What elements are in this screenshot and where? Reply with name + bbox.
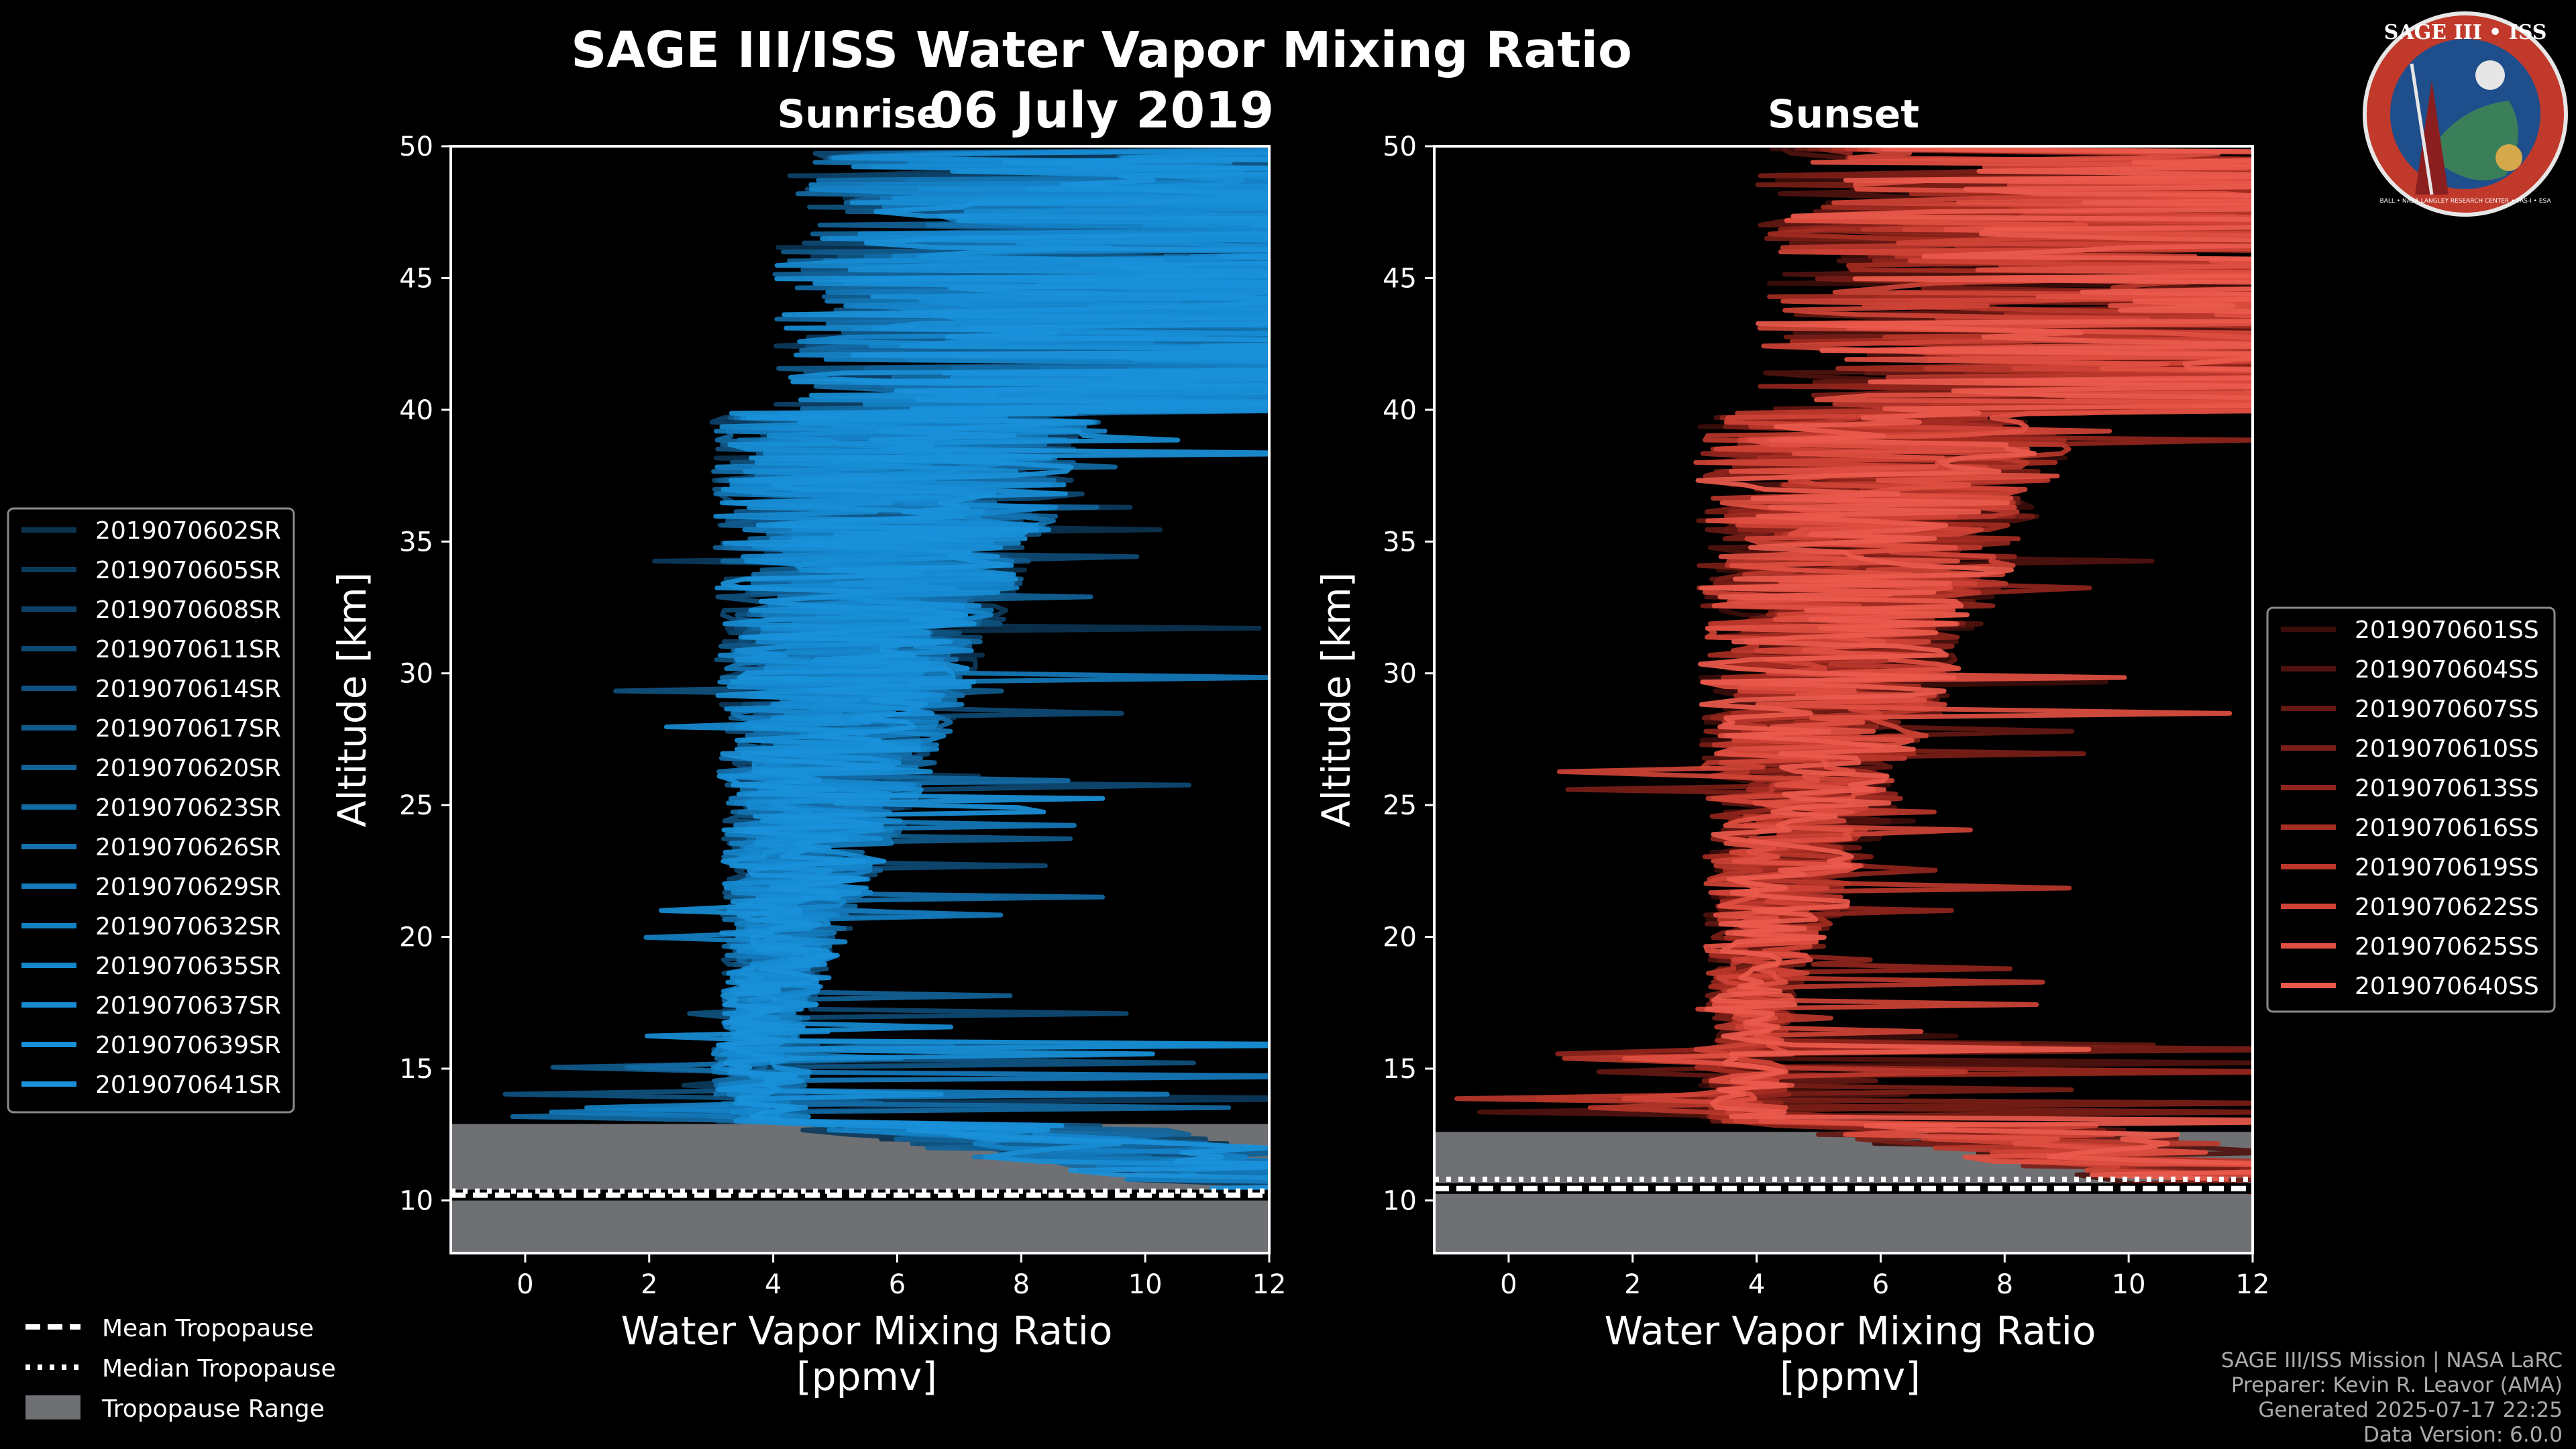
legend-label-2019070640SS: 2019070640SS xyxy=(2355,973,2539,1000)
x-tick-label: 8 xyxy=(1013,1269,1030,1300)
sunset-legend-box xyxy=(2266,606,2556,1013)
logo-top-text: SAGE III • ISS xyxy=(2384,21,2547,44)
legend-label-2019070607SS: 2019070607SS xyxy=(2355,696,2539,723)
x-tick-label: 0 xyxy=(1500,1269,1517,1300)
legend-label-2019070605SR: 2019070605SR xyxy=(95,557,281,584)
logo-earth-icon xyxy=(2428,101,2518,180)
x-tick-label: 12 xyxy=(1252,1269,1287,1300)
y-tick-label: 45 xyxy=(399,263,433,294)
x-axis-label: Water Vapor Mixing Ratio xyxy=(1605,1308,2096,1354)
plot-frame xyxy=(449,145,1271,1254)
profile-line-2019070641SR xyxy=(716,157,1269,1192)
x-tick-label: 0 xyxy=(517,1269,533,1300)
logo-figure-icon xyxy=(2415,80,2449,195)
legend-label-2019070613SS: 2019070613SS xyxy=(2355,775,2539,802)
median-tropopause-label: Median Tropopause xyxy=(102,1355,336,1383)
y-tick-label: 10 xyxy=(1383,1185,1417,1216)
x-tick-label: 6 xyxy=(1872,1269,1889,1300)
y-axis-label: Altitude [km] xyxy=(1313,572,1359,827)
legend-label-2019070617SR: 2019070617SR xyxy=(95,715,281,743)
x-tick-label: 4 xyxy=(1748,1269,1765,1300)
legend-label-2019070635SR: 2019070635SR xyxy=(95,953,281,980)
plot-content xyxy=(1434,146,2253,1253)
legend-label-2019070637SR: 2019070637SR xyxy=(95,992,281,1020)
sunset-panel: 0 2 4 6 8 10 12 10 15 20 25 30 35 40 45 50 Water Vapor M… xyxy=(1313,131,2270,1399)
logo-moon-icon xyxy=(2475,60,2505,90)
sage-logo: SAGE III • ISS BALL • NASA LANGLEY RESEA… xyxy=(2363,11,2568,217)
legend-label-2019070620SR: 2019070620SR xyxy=(95,755,281,782)
x-tick-label: 12 xyxy=(2236,1269,2270,1300)
x-tick-label: 2 xyxy=(1624,1269,1641,1300)
legend-label-2019070626SR: 2019070626SR xyxy=(95,834,281,861)
legend-label-2019070641SR: 2019070641SR xyxy=(95,1071,281,1099)
mean-tropopause-label: Mean Tropopause xyxy=(102,1315,314,1342)
plot-frame xyxy=(1433,145,2254,1254)
x-tick-label: 2 xyxy=(641,1269,657,1300)
panel-title-sunrise: Sunrise xyxy=(777,91,943,137)
legend-label-2019070616SS: 2019070616SS xyxy=(2355,814,2539,842)
legend-label-2019070625SS: 2019070625SS xyxy=(2355,933,2539,961)
tropopause-range-swatch xyxy=(25,1395,80,1419)
y-tick-label: 15 xyxy=(1383,1054,1417,1085)
figure-date: 06 July 2019 xyxy=(929,82,1274,140)
logo-sun-icon xyxy=(2496,144,2522,171)
logo-bottom-text: BALL • NASA LANGLEY RESEARCH CENTER • TA… xyxy=(2379,198,2551,205)
x-tick-label: 6 xyxy=(889,1269,906,1300)
x-tick-label: 4 xyxy=(765,1269,782,1300)
x-axis-label: Water Vapor Mixing Ratio xyxy=(621,1308,1113,1354)
figure-title: SAGE III/ISS Water Vapor Mixing Ratio xyxy=(571,21,1632,79)
x-tick-label: 10 xyxy=(1128,1269,1163,1300)
tropopause-range-label: Tropopause Range xyxy=(101,1395,325,1423)
credit-version: Data Version: 6.0.0 xyxy=(2363,1423,2563,1447)
legend-label-2019070614SR: 2019070614SR xyxy=(95,676,281,703)
credit-preparer: Preparer: Kevin R. Leavor (AMA) xyxy=(2231,1373,2563,1397)
y-tick-label: 30 xyxy=(1383,659,1417,690)
y-tick-label: 10 xyxy=(399,1185,433,1216)
y-axis-label: Altitude [km] xyxy=(329,572,375,827)
legend-label-2019070622SS: 2019070622SS xyxy=(2355,894,2539,921)
y-tick-label: 15 xyxy=(399,1054,433,1085)
credit-mission: SAGE III/ISS Mission | NASA LaRC xyxy=(2221,1348,2563,1373)
panel-title-sunset: Sunset xyxy=(1768,91,1919,137)
legend-label-2019070619SS: 2019070619SS xyxy=(2355,854,2539,881)
y-tick-label: 25 xyxy=(1383,790,1417,821)
legend-label-2019070629SR: 2019070629SR xyxy=(95,873,281,901)
profile-line-2019070640SS xyxy=(1695,146,2253,1182)
legend-label-2019070632SR: 2019070632SR xyxy=(95,913,281,941)
sunrise-legend-box xyxy=(7,507,295,1114)
x-axis-unit: [ppmv] xyxy=(1780,1354,1921,1399)
y-tick-label: 40 xyxy=(1383,395,1417,426)
y-tick-label: 35 xyxy=(399,527,433,557)
y-tick-label: 20 xyxy=(1383,922,1417,953)
tropopause-legend: Mean Tropopause Median Tropopause Tropop… xyxy=(25,1315,336,1423)
credit-generated: Generated 2025-07-17 22:25 xyxy=(2258,1398,2563,1422)
y-tick-label: 35 xyxy=(1383,527,1417,557)
sunset-legend: 2019070601SS 2019070604SS 2019070607SS 2019… xyxy=(2266,606,2556,1013)
y-tick-label: 50 xyxy=(399,131,433,162)
legend-label-2019070611SR: 2019070611SR xyxy=(95,636,281,663)
sunrise-legend: 2019070602SR 2019070605SR 2019070608SR 2019… xyxy=(7,507,295,1114)
x-tick-label: 10 xyxy=(2112,1269,2146,1300)
credits: SAGE III/ISS Mission | NASA LaRC Prepare… xyxy=(2221,1348,2563,1447)
logo-staff-icon xyxy=(2410,63,2434,195)
legend-label-2019070608SR: 2019070608SR xyxy=(95,596,281,624)
sunrise-panel: 0 2 4 6 8 10 12 10 15 20 25 30 35 40 45 50 Water Vapor M… xyxy=(329,131,1287,1399)
legend-label-2019070623SR: 2019070623SR xyxy=(95,794,281,822)
y-tick-label: 20 xyxy=(399,922,433,953)
legend-label-2019070639SR: 2019070639SR xyxy=(95,1032,281,1059)
y-tick-label: 45 xyxy=(1383,263,1417,294)
y-tick-label: 50 xyxy=(1383,131,1417,162)
plot-content xyxy=(451,147,1269,1253)
y-tick-label: 25 xyxy=(399,790,433,821)
legend-label-2019070602SR: 2019070602SR xyxy=(95,517,281,545)
x-tick-label: 8 xyxy=(1996,1269,2013,1300)
y-tick-label: 30 xyxy=(399,659,433,690)
legend-label-2019070604SS: 2019070604SS xyxy=(2355,656,2539,684)
legend-label-2019070601SS: 2019070601SS xyxy=(2355,616,2539,644)
legend-label-2019070610SS: 2019070610SS xyxy=(2355,735,2539,763)
x-axis-unit: [ppmv] xyxy=(796,1354,937,1399)
y-tick-label: 40 xyxy=(399,395,433,426)
